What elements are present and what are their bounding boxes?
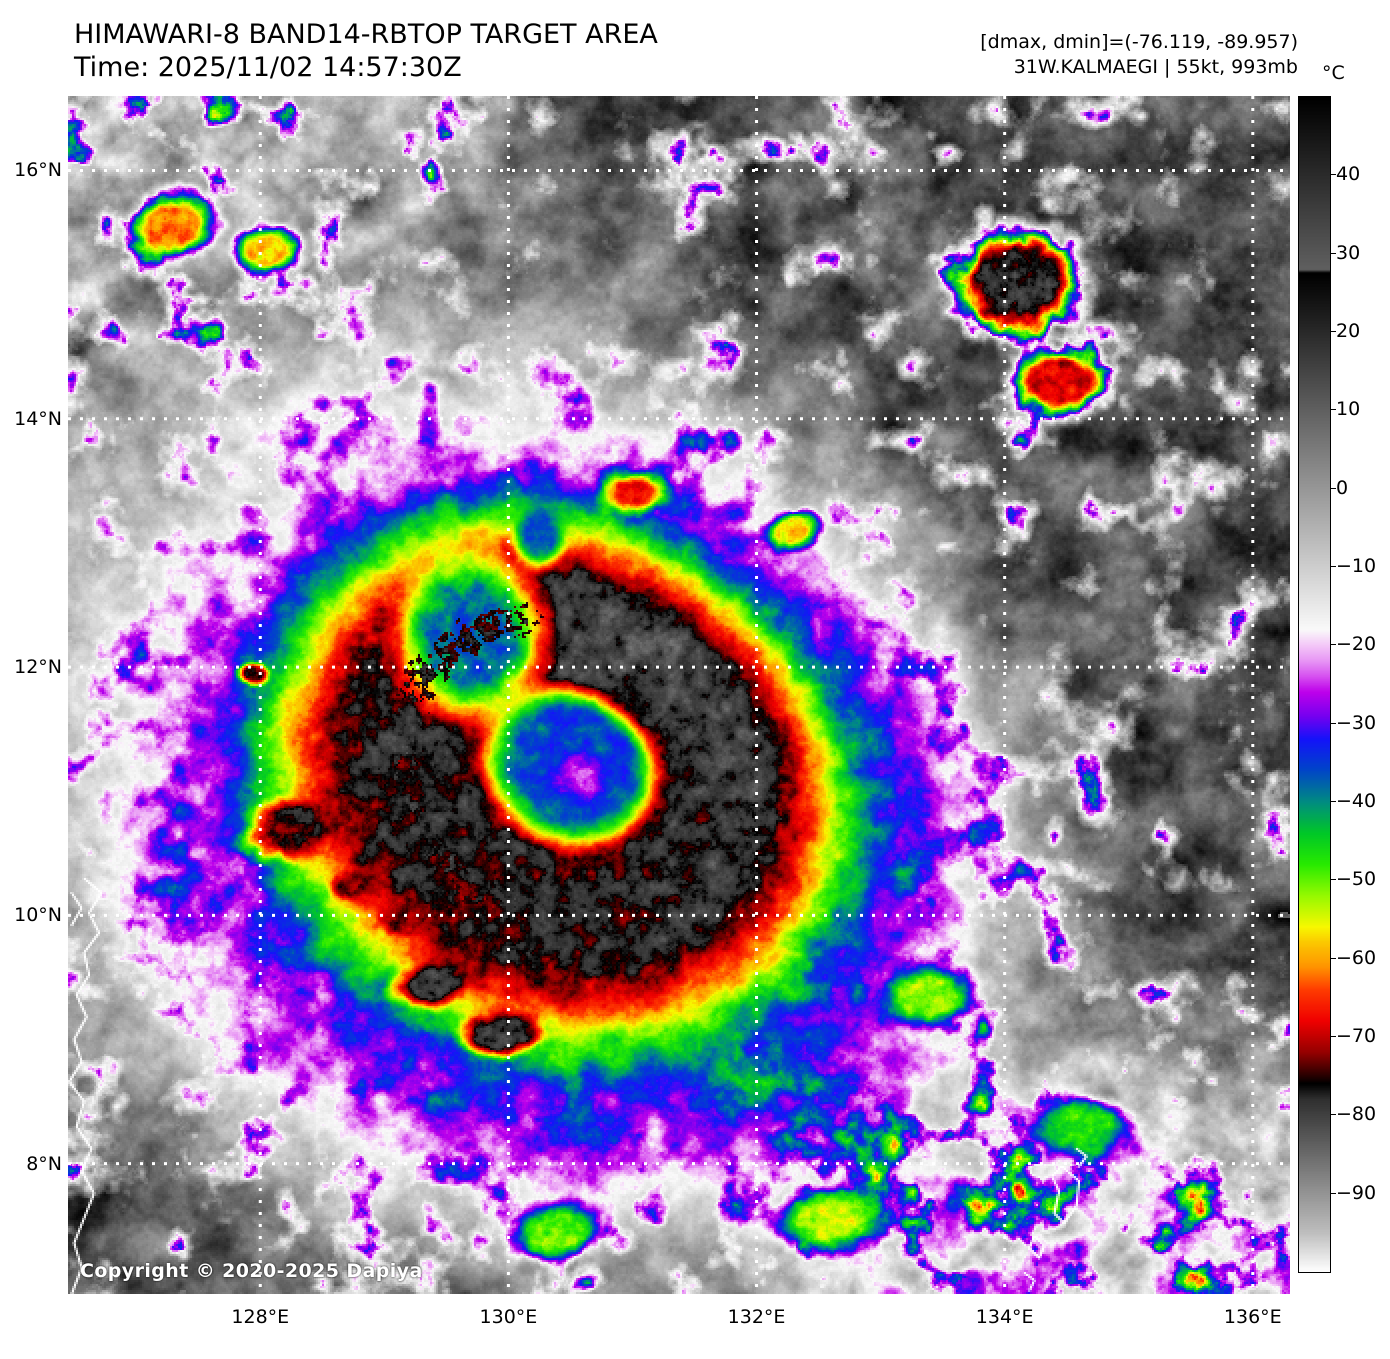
colorbar-tick-label: 20 bbox=[1336, 320, 1361, 342]
colorbar-tick-mark bbox=[1330, 801, 1336, 802]
colorbar-tick-mark bbox=[1330, 1192, 1336, 1194]
longitude-tick-label: 132°E bbox=[727, 1306, 786, 1328]
colorbar-tick-mark bbox=[1330, 879, 1336, 881]
colorbar-tick-label: −40 bbox=[1336, 790, 1377, 812]
header-meta-block: [dmax, dmin]=(-76.119, -89.957) 31W.KALM… bbox=[980, 30, 1298, 80]
longitude-tick-label: 136°E bbox=[1223, 1306, 1282, 1328]
colorbar-tick-mark bbox=[1330, 1114, 1336, 1116]
colorbar-gradient bbox=[1299, 97, 1330, 1272]
colorbar-tick-label: 30 bbox=[1336, 241, 1361, 264]
latitude-tick-label: 8°N bbox=[26, 1152, 62, 1175]
colorbar-tick-mark bbox=[1330, 722, 1336, 724]
colorbar bbox=[1298, 96, 1331, 1273]
header-title-block: HIMAWARI-8 BAND14-RBTOP TARGET AREA Time… bbox=[74, 18, 658, 84]
satellite-infrared-imagery bbox=[68, 96, 1290, 1294]
satellite-image-plot: Copyright © 2020-2025 Dapiya bbox=[68, 96, 1290, 1294]
colorbar-tick-label: −80 bbox=[1336, 1103, 1377, 1126]
dmax-dmin-label: [dmax, dmin]=(-76.119, -89.957) bbox=[980, 31, 1298, 53]
colorbar-unit-label: °C bbox=[1322, 62, 1345, 84]
colorbar-tick-mark bbox=[1330, 487, 1336, 489]
latitude-tick-label: 10°N bbox=[14, 904, 62, 927]
colorbar-tick-label: 10 bbox=[1336, 398, 1361, 421]
longitude-tick-label: 130°E bbox=[479, 1306, 538, 1328]
colorbar-tick-mark bbox=[1330, 566, 1336, 567]
colorbar-tick-label: −20 bbox=[1336, 633, 1377, 656]
longitude-tick-label: 128°E bbox=[231, 1306, 290, 1328]
colorbar-tick-label: 40 bbox=[1336, 163, 1361, 186]
colorbar-tick-mark bbox=[1330, 644, 1336, 646]
colorbar-tick-mark bbox=[1330, 174, 1336, 176]
colorbar-tick-label: −30 bbox=[1336, 711, 1377, 734]
colorbar-tick-mark bbox=[1330, 331, 1336, 332]
latitude-tick-label: 12°N bbox=[14, 656, 62, 679]
colorbar-tick-label: −50 bbox=[1336, 868, 1377, 891]
copyright-label: Copyright © 2020-2025 Dapiya bbox=[80, 1260, 423, 1282]
colorbar-tick-mark bbox=[1330, 957, 1336, 959]
page-title: HIMAWARI-8 BAND14-RBTOP TARGET AREA bbox=[74, 19, 658, 50]
colorbar-tick-mark bbox=[1330, 252, 1336, 254]
colorbar-tick-label: −70 bbox=[1336, 1025, 1377, 1047]
longitude-tick-label: 134°E bbox=[975, 1306, 1034, 1328]
storm-info-label: 31W.KALMAEGI | 55kt, 993mb bbox=[1013, 56, 1298, 78]
colorbar-tick-mark bbox=[1330, 409, 1336, 411]
colorbar-tick-label: 0 bbox=[1336, 476, 1349, 499]
colorbar-tick-label: −90 bbox=[1336, 1181, 1377, 1204]
colorbar-tick-mark bbox=[1330, 1036, 1336, 1037]
colorbar-tick-label: −10 bbox=[1336, 555, 1377, 577]
latitude-tick-label: 14°N bbox=[14, 407, 62, 430]
timestamp-label: Time: 2025/11/02 14:57:30Z bbox=[74, 52, 462, 83]
colorbar-tick-label: −60 bbox=[1336, 946, 1377, 969]
latitude-tick-label: 16°N bbox=[14, 159, 62, 182]
